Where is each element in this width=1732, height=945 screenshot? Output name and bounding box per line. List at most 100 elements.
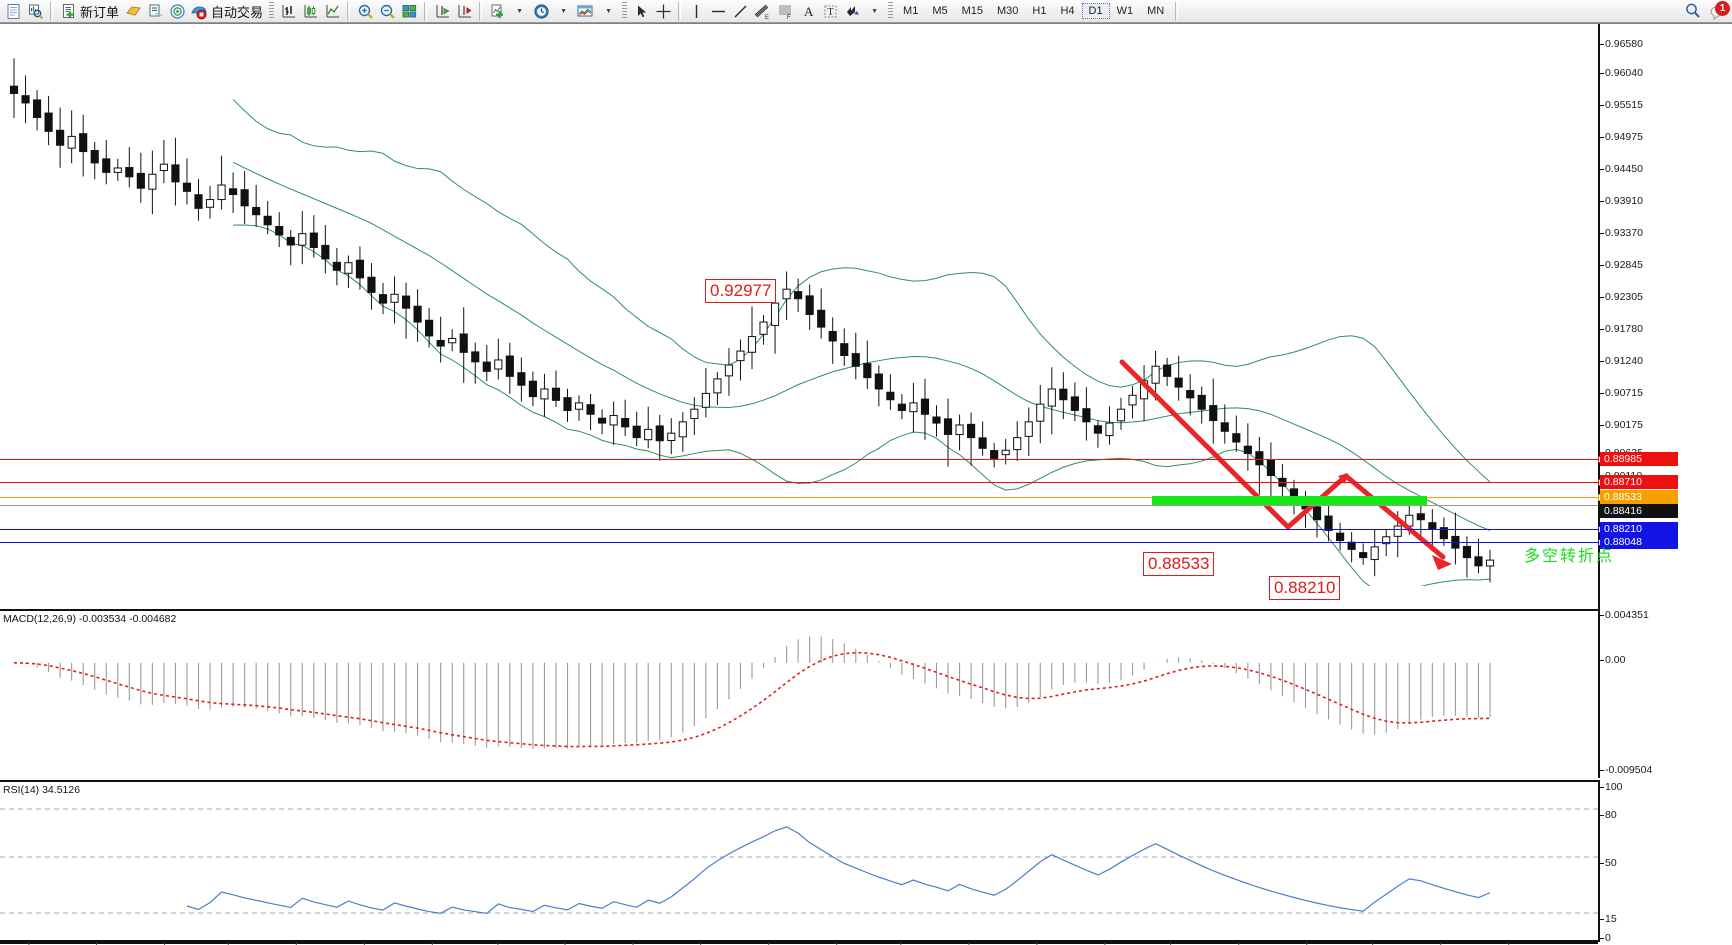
price-line-gray <box>0 505 1598 506</box>
price-tick: 0.96040 <box>1600 67 1643 79</box>
current-price-flag: 0.88416 <box>1600 504 1678 518</box>
price-flag[interactable]: 0.88985 <box>1600 452 1678 466</box>
rsi-plot <box>0 808 1598 915</box>
price-tick: 0.92305 <box>1600 291 1643 303</box>
crosshair-icon[interactable] <box>652 1 674 22</box>
arrows-icon[interactable] <box>841 1 863 22</box>
autotrading-button[interactable]: 自动交易 <box>211 4 264 20</box>
price-tick: 0.92845 <box>1600 259 1643 271</box>
rsi-axis[interactable]: 100 80 50 15 0 <box>1598 780 1732 944</box>
text-tool-icon[interactable]: A <box>797 1 819 22</box>
magnifier-icon[interactable] <box>1682 1 1704 22</box>
price-line-support-blue-2[interactable] <box>0 539 1605 546</box>
rsi-tick: 50 <box>1600 857 1617 869</box>
period-clock-icon[interactable] <box>530 1 552 22</box>
algo-folder-icon[interactable] <box>122 1 144 22</box>
templates-icon[interactable] <box>574 1 597 22</box>
notifications-icon[interactable]: 1 <box>1704 0 1732 22</box>
candlestick-chart-icon[interactable] <box>299 1 321 22</box>
zoom-out-icon[interactable] <box>376 1 398 22</box>
macd-pane[interactable]: MACD(12,26,9) -0.003534 -0.004682 <box>0 609 1598 776</box>
toolbar-separator-3 <box>424 1 428 21</box>
rsi-pane-bottom-border <box>0 940 1598 942</box>
rsi-label: RSI(14) 34.5126 <box>3 784 81 796</box>
rsi-tick: 80 <box>1600 809 1617 821</box>
tab-m5[interactable]: M5 <box>932 5 948 17</box>
timeframe-group: M1 M5 M15 M30 H1 H4 D1 W1 MN <box>896 3 1171 19</box>
tab-m15[interactable]: M15 <box>961 5 983 17</box>
macd-tick: 0.00 <box>1599 654 1626 666</box>
rsi-tick: 15 <box>1600 913 1617 925</box>
new-order-button[interactable]: 新订单 <box>80 4 120 20</box>
search-symbol-icon[interactable] <box>24 1 46 22</box>
equidistant-channel-icon[interactable]: E <box>751 1 774 22</box>
price-line-resistance-2[interactable] <box>0 479 1605 486</box>
tab-mn[interactable]: MN <box>1147 5 1165 17</box>
templates-dropdown-caret[interactable]: ▼ <box>605 7 612 15</box>
toolbar-grip[interactable] <box>269 2 275 20</box>
rsi-pane[interactable]: RSI(14) 34.5126 <box>0 780 1598 940</box>
price-tick: 0.90175 <box>1600 419 1643 431</box>
tab-w1[interactable]: W1 <box>1116 5 1134 17</box>
tile-windows-icon[interactable] <box>398 1 420 22</box>
toolbar-grip-2[interactable] <box>622 2 628 20</box>
new-chart-icon[interactable] <box>2 1 24 22</box>
tab-h4[interactable]: H4 <box>1060 5 1075 17</box>
rsi-tick: 100 <box>1600 781 1623 793</box>
macd-label: MACD(12,26,9) -0.003534 -0.004682 <box>3 613 177 625</box>
price-flag[interactable]: 0.88533 <box>1600 490 1678 504</box>
price-flag[interactable]: 0.88048 <box>1600 535 1678 549</box>
text-label-icon[interactable]: T <box>819 1 841 22</box>
tab-h1[interactable]: H1 <box>1032 5 1047 17</box>
new-order-icon[interactable] <box>57 1 79 22</box>
chart-shift-icon[interactable] <box>453 1 475 22</box>
price-tick: 0.96580 <box>1600 38 1643 50</box>
price-tick: 0.94450 <box>1600 163 1643 175</box>
annotation-low[interactable]: 0.88210 <box>1269 576 1341 601</box>
tab-d1[interactable]: D1 <box>1081 3 1110 19</box>
price-tick: 0.90715 <box>1600 387 1643 399</box>
toolbar-separator-4 <box>479 1 483 21</box>
price-tick: 0.93910 <box>1600 195 1643 207</box>
main-toolbar: 新订单 自动交易 <box>0 0 1732 23</box>
svg-text:A: A <box>804 4 814 19</box>
vertical-line-icon[interactable] <box>685 1 707 22</box>
signals-icon[interactable] <box>166 1 188 22</box>
price-tick: 0.93370 <box>1600 227 1643 239</box>
annotation-chinese-note[interactable]: 多空转折点 <box>1524 548 1615 565</box>
data-window-icon[interactable] <box>144 1 166 22</box>
templates-caret[interactable]: ▼ <box>560 7 567 15</box>
price-pane[interactable]: 0.92977 0.88533 0.88210 多空转折点 <box>0 24 1612 601</box>
chart-window[interactable]: USDCHF-,Daily 0.88826 0.88832 0.88300 0.… <box>0 23 1732 945</box>
bar-chart-icon[interactable] <box>277 1 299 22</box>
arrows-dropdown-caret[interactable]: ▼ <box>871 7 878 15</box>
price-line-support-blue-1[interactable] <box>0 526 1605 533</box>
auto-scroll-icon[interactable] <box>431 1 453 22</box>
date-axis[interactable]: Jun 2020 12 Jun 2020 22 Jun 2020 1 Jul 2… <box>0 942 1598 945</box>
annotation-high[interactable]: 0.92977 <box>705 279 777 304</box>
fibonacci-icon[interactable]: F <box>774 1 797 22</box>
macd-axis[interactable]: 0.004351 0.00 -0.009504 <box>1598 609 1732 778</box>
price-flag[interactable]: 0.88710 <box>1600 475 1678 489</box>
tab-m30[interactable]: M30 <box>997 5 1019 17</box>
horizontal-line-icon[interactable] <box>707 1 729 22</box>
add-indicator-icon[interactable] <box>486 1 508 22</box>
price-tick: 0.94975 <box>1600 131 1643 143</box>
line-chart-icon[interactable] <box>321 1 343 22</box>
trend-line-icon[interactable] <box>729 1 751 22</box>
toolbar-separator-6 <box>1175 1 1179 21</box>
zoom-in-icon[interactable] <box>354 1 376 22</box>
indicator-dropdown-caret[interactable]: ▼ <box>516 7 523 15</box>
cursor-icon[interactable] <box>630 1 652 22</box>
svg-text:E: E <box>765 15 769 20</box>
price-tick: 0.91240 <box>1600 355 1643 367</box>
rsi-tick: 0 <box>1600 932 1611 944</box>
toolbar-grip-3[interactable] <box>888 2 894 20</box>
tab-m1[interactable]: M1 <box>903 5 919 17</box>
annotation-support[interactable]: 0.88533 <box>1143 552 1215 577</box>
price-tick: 0.95515 <box>1600 99 1643 111</box>
autotrading-icon[interactable] <box>188 1 210 22</box>
price-line-resistance-1[interactable] <box>0 456 1605 463</box>
price-flag[interactable]: 0.88210 <box>1600 522 1678 536</box>
